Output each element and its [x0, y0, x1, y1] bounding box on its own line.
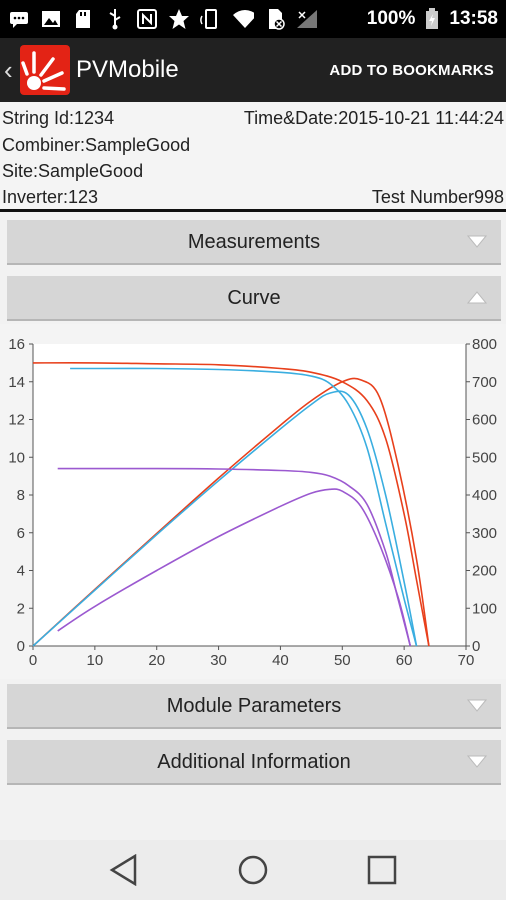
star-icon [168, 8, 190, 30]
power-curve-line [57, 488, 412, 647]
site: Site:SampleGood [2, 161, 144, 181]
screen-rotation-icon [200, 8, 222, 30]
x-tick-label: 10 [87, 652, 104, 669]
module-parameters-section-header[interactable]: Module Parameters [7, 684, 501, 729]
x-tick-label: 40 [272, 652, 289, 669]
recent-apps-icon[interactable] [352, 840, 412, 900]
y-tick-label: 6 [17, 525, 25, 542]
y2-tick-label: 600 [472, 412, 497, 429]
combiner: Combiner:SampleGood [2, 135, 191, 155]
inverter: Inverter:123 [2, 187, 99, 207]
battery-icon [421, 8, 443, 30]
y2-tick-label: 200 [472, 563, 497, 580]
chevron-down-icon [467, 235, 487, 248]
measurements-label: Measurements [187, 231, 321, 253]
app-bar: ‹ PVMobile ADD TO BOOKMARKS [0, 38, 506, 102]
plot-area [33, 344, 466, 646]
y-tick-label: 14 [8, 374, 25, 391]
iv-curve-chart: 0 10 20 30 40 50 60 70 0 2 4 6 8 10 12 14 16 0 100 200 300 40… [0, 324, 506, 679]
y2-tick-label: 400 [472, 487, 497, 504]
signal-icon [296, 8, 318, 30]
y-tick-label: 2 [17, 600, 25, 617]
no-sim-icon [264, 8, 286, 30]
x-tick-label: 70 [458, 652, 475, 669]
battery-percent: 100% [366, 8, 416, 29]
y2-tick-label: 300 [472, 525, 497, 542]
additional-information-label: Additional Information [157, 751, 351, 773]
current-curve-line [32, 362, 430, 647]
current-curve-line [70, 367, 418, 647]
status-bar: 100% 13:58 [0, 0, 506, 38]
wifi-icon [232, 8, 254, 30]
curve-label: Curve [227, 287, 281, 309]
x-tick-label: 60 [396, 652, 413, 669]
module-parameters-label: Module Parameters [166, 695, 342, 717]
chevron-down-icon [467, 755, 487, 768]
chevron-up-icon [467, 291, 487, 304]
y2-tick-label: 800 [472, 336, 497, 353]
y2-tick-label: 700 [472, 374, 497, 391]
back-icon[interactable] [94, 840, 154, 900]
y-tick-label: 8 [17, 487, 25, 504]
app-title: PVMobile [76, 56, 179, 83]
y-tick-label: 0 [17, 638, 25, 655]
x-tick-label: 30 [210, 652, 227, 669]
curve-section-header[interactable]: Curve [7, 276, 501, 321]
clock: 13:58 [449, 8, 498, 29]
x-tick-label: 0 [29, 652, 37, 669]
x-tick-label: 20 [148, 652, 165, 669]
current-curve-line [57, 467, 412, 647]
date-time: Time&Date:2015-10-21 11:44:24 [243, 108, 504, 128]
y-tick-label: 12 [8, 412, 25, 429]
y2-tick-label: 500 [472, 449, 497, 466]
y2-tick-label: 0 [472, 638, 480, 655]
image-icon [40, 8, 62, 30]
message-icon [8, 8, 30, 30]
test-info-panel: String Id:1234 Time&Date:2015-10-21 11:4… [0, 102, 506, 212]
additional-information-section-header[interactable]: Additional Information [7, 740, 501, 785]
measurements-section-header[interactable]: Measurements [7, 220, 501, 265]
power-curve-line [32, 390, 418, 647]
home-icon[interactable] [223, 840, 283, 900]
sd-card-icon [72, 8, 94, 30]
y-tick-label: 16 [8, 336, 25, 353]
y-tick-label: 4 [17, 563, 25, 580]
string-id: String Id:1234 [2, 108, 115, 128]
navigation-bar [0, 840, 506, 900]
x-tick-label: 50 [334, 652, 351, 669]
y2-tick-label: 100 [472, 600, 497, 617]
app-logo-icon[interactable] [20, 45, 70, 95]
usb-icon [104, 8, 126, 30]
back-chevron-icon[interactable]: ‹ [4, 54, 13, 85]
chart-svg: 0 10 20 30 40 50 60 700246810121416010020030040… [8, 336, 497, 669]
y-tick-label: 10 [8, 449, 25, 466]
test-number: Test Number998 [371, 187, 504, 207]
nfc-icon [136, 8, 158, 30]
chevron-down-icon [467, 699, 487, 712]
add-to-bookmarks-button[interactable]: ADD TO BOOKMARKS [329, 61, 494, 79]
